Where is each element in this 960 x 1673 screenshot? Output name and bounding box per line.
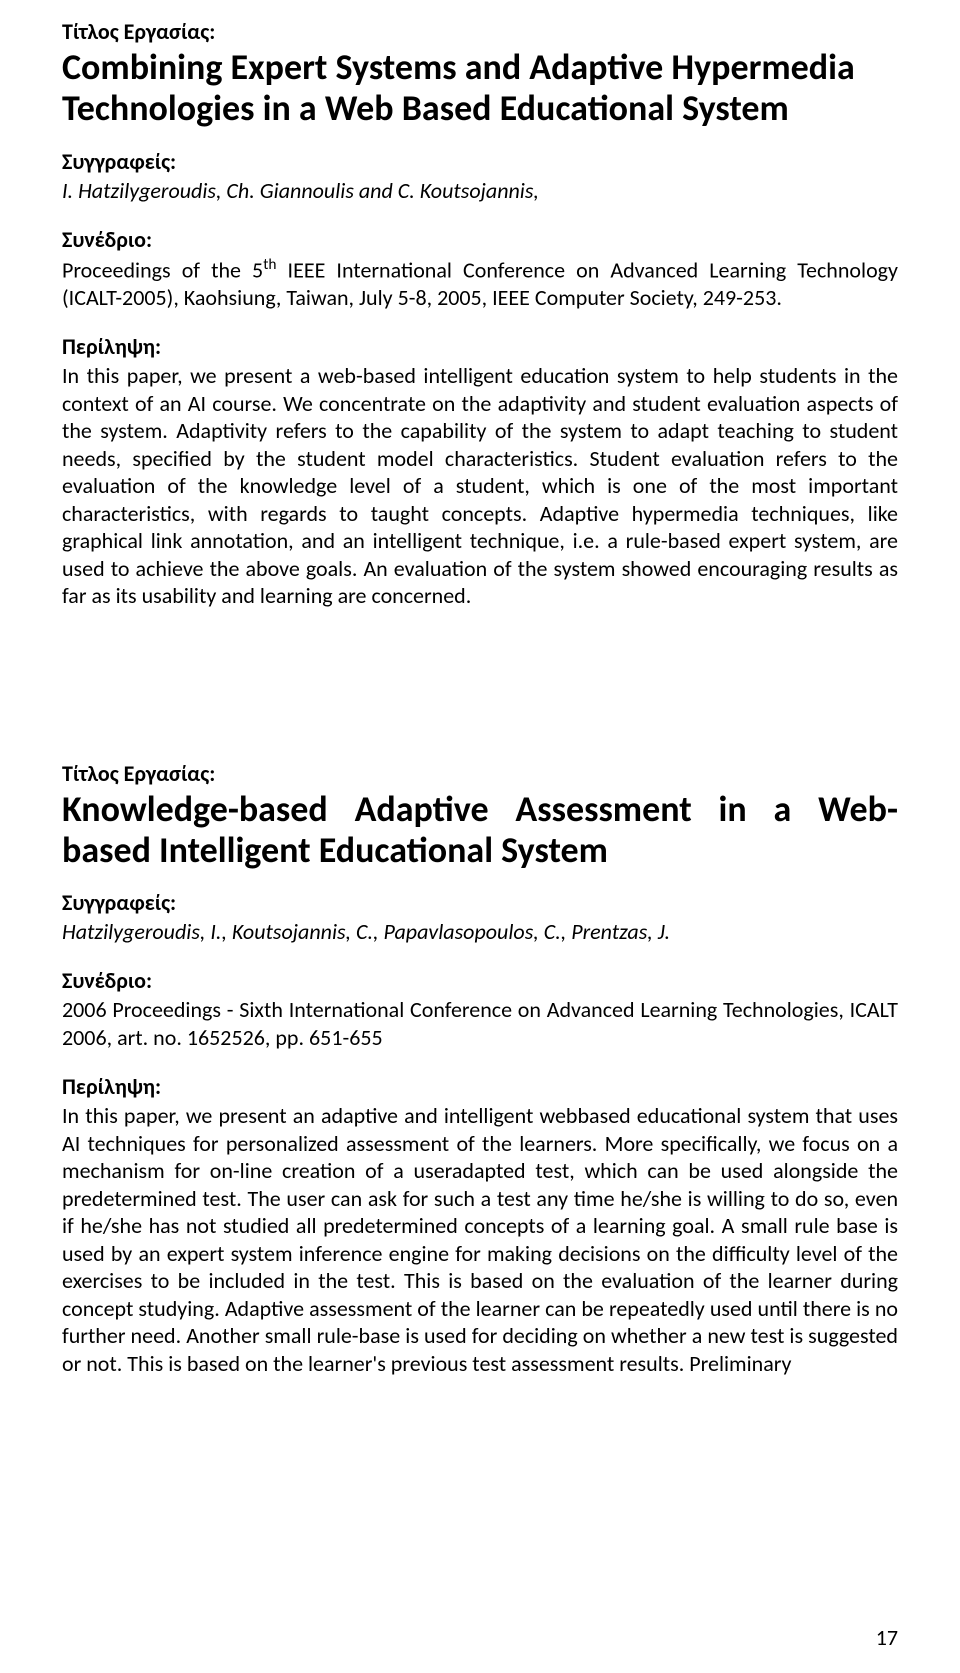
title-2-line2: based Intelligent Educational System: [62, 830, 898, 871]
title-2-line1: Knowledge-based Adaptive Assessment in a…: [62, 787, 898, 831]
abstract-1: In this paper, we present a web-based in…: [62, 362, 898, 610]
authors-2: Hatzilygeroudis, I., Koutsojannis, C., P…: [62, 918, 898, 945]
title-label-2: Τίτλος Εργασίας:: [62, 760, 898, 787]
authors-label-1: Συγγραφείς:: [62, 148, 898, 175]
conference-1: Proceedings of the 5th IEEE Internationa…: [62, 255, 898, 311]
conference-2: 2006 Proceedings - Sixth International C…: [62, 996, 898, 1051]
title-label-1: Τίτλος Εργασίας:: [62, 18, 898, 45]
conf-prefix: Proceedings of the 5: [62, 256, 263, 283]
authors-label-2: Συγγραφείς:: [62, 889, 898, 916]
abstract-label-1: Περίληψη:: [62, 333, 898, 360]
conf-sup: th: [263, 255, 276, 274]
paper-title-1: Combining Expert Systems and Adaptive Hy…: [62, 47, 898, 130]
conference-label-1: Συνέδριο:: [62, 226, 898, 253]
conference-label-2: Συνέδριο:: [62, 967, 898, 994]
abstract-label-2: Περίληψη:: [62, 1073, 898, 1100]
spacer: [62, 670, 898, 760]
page-number: 17: [876, 1624, 898, 1651]
authors-1: I. Hatzilygeroudis, Ch. Giannoulis and C…: [62, 177, 898, 204]
page-container: Τίτλος Εργασίας: Combining Expert System…: [0, 0, 960, 1673]
paper-title-2: Knowledge-based Adaptive Assessment in a…: [62, 789, 898, 872]
abstract-2: In this paper, we present an adaptive an…: [62, 1102, 898, 1377]
